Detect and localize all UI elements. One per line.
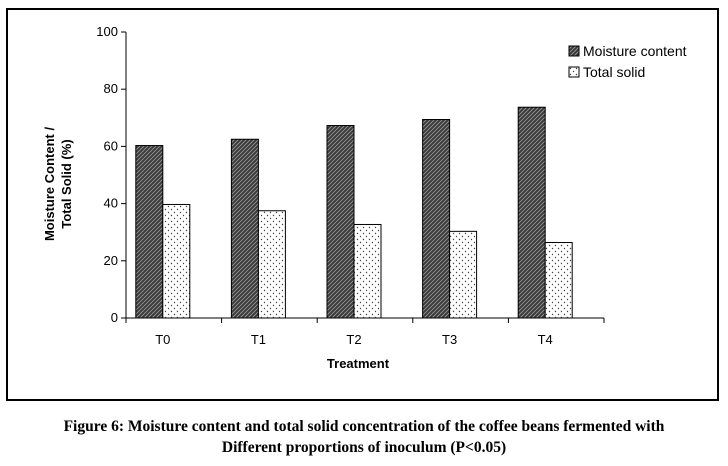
bar-total-solid-t2 xyxy=(353,223,382,319)
y-tick-label: 20 xyxy=(104,253,118,268)
x-axis-title: Treatment xyxy=(327,356,390,371)
y-tick-label: 0 xyxy=(111,310,118,325)
chart-frame: 0 20 40 60 80 100 T0 T1 T2 T3 T4 Treatment Moistu… xyxy=(6,8,719,401)
caption-line-2: Different proportions of inoculum (P<0.0… xyxy=(221,439,507,456)
axes xyxy=(125,32,605,323)
bar-total-solid-t3 xyxy=(449,230,478,319)
y-tick-label: 100 xyxy=(96,24,118,39)
legend-label: Total solid xyxy=(583,64,645,80)
bar-total-solid-t4 xyxy=(544,241,573,319)
figure-caption: Figure 6: Moisture content and total sol… xyxy=(0,416,728,458)
y-tick-label: 80 xyxy=(104,81,118,96)
legend-swatch xyxy=(568,66,580,78)
x-tick-label: T1 xyxy=(251,332,266,347)
y-tick-label: 40 xyxy=(104,196,118,211)
legend-label: Moisture content xyxy=(583,43,687,59)
x-tick-label: T2 xyxy=(346,332,361,347)
bar-total-solid-t0 xyxy=(162,203,191,319)
x-tick-label: T4 xyxy=(538,332,553,347)
bar-moisture-content-t3 xyxy=(422,119,451,319)
y-axis-ticks: 0 20 40 60 80 100 xyxy=(96,24,126,325)
bar-moisture-content-t4 xyxy=(517,106,546,319)
x-axis-tick-labels: T0 T1 T2 T3 T4 xyxy=(155,332,553,347)
bar-moisture-content-t0 xyxy=(135,145,164,319)
legend: Moisture content Total solid xyxy=(568,43,687,80)
x-tick-label: T0 xyxy=(155,332,170,347)
caption-line-1: Figure 6: Moisture content and total sol… xyxy=(63,418,665,435)
bar-moisture-content-t2 xyxy=(326,125,355,319)
bar-total-solid-t1 xyxy=(257,210,286,319)
legend-swatch xyxy=(568,45,580,57)
moisture-solid-bar-chart: 0 20 40 60 80 100 T0 T1 T2 T3 T4 Treatment Moistu… xyxy=(42,24,687,371)
y-axis-title: Moisture Content / Total Solid (%) xyxy=(42,127,74,241)
y-axis-title-line2: Total Solid (%) xyxy=(59,139,74,228)
bars xyxy=(135,106,573,319)
y-tick-label: 60 xyxy=(104,138,118,153)
bar-moisture-content-t1 xyxy=(230,138,259,319)
x-tick-label: T3 xyxy=(442,332,457,347)
y-axis-title-line1: Moisture Content / xyxy=(42,127,57,241)
